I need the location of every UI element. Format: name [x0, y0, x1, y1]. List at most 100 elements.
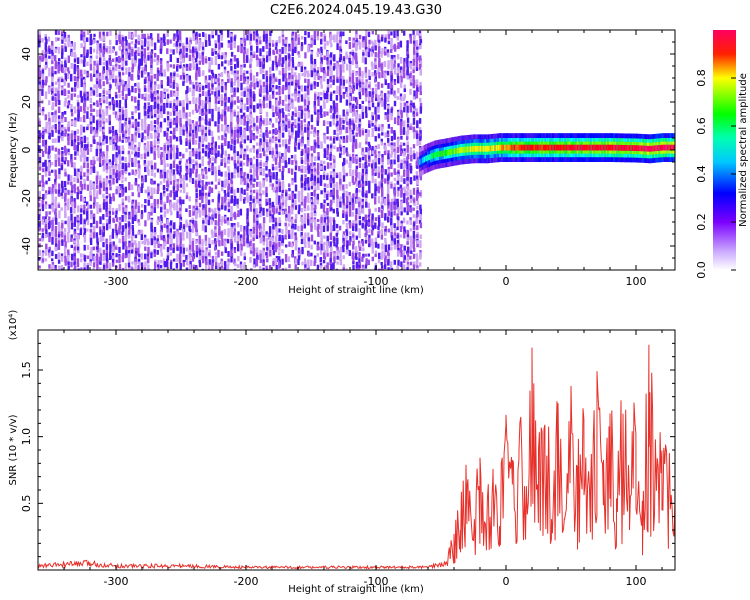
heatmap-cell-3156 — [268, 51, 271, 57]
heatmap-cell-4663 — [377, 127, 380, 132]
heatmap-cell-2733 — [236, 204, 239, 209]
heatmap-cell-1413 — [140, 186, 143, 193]
heatmap-cell-679 — [90, 39, 93, 45]
heatmap-cell-1693 — [159, 246, 163, 253]
heatmap-cell-3781 — [313, 109, 317, 113]
heatmap-cell-1800 — [170, 147, 173, 151]
heatmap-cell-691 — [90, 112, 93, 117]
heatmap-cell-2043 — [188, 45, 191, 51]
heatmap-cell-120 — [44, 234, 48, 238]
heatmap-cell-1105 — [118, 157, 122, 165]
heatmap-cell-416 — [67, 205, 70, 211]
heatmap-cell-3471 — [291, 63, 295, 69]
heatmap-cell-4350 — [355, 99, 359, 106]
heatmap-cell-3168 — [268, 130, 272, 134]
heatmap-cell-4305 — [351, 120, 355, 125]
heatmap-cell-2916 — [249, 231, 253, 238]
heatmap-cell-805 — [99, 37, 102, 41]
heatmap-cell-2140 — [194, 103, 198, 111]
heatmap-cell-1361 — [138, 93, 141, 99]
heatmap-cell-3509 — [294, 37, 297, 41]
heatmap-cell-2938 — [253, 135, 256, 141]
heatmap-cell-3068 — [262, 73, 265, 80]
heatmap-cell-4976 — [400, 175, 403, 183]
heatmap-cell-4633 — [374, 196, 377, 205]
heatmap-cell-2606 — [227, 258, 230, 263]
heatmap-cell-2740 — [237, 244, 240, 252]
heatmap-cell-2734 — [237, 210, 240, 218]
heatmap-cell-3384 — [284, 60, 288, 69]
heatmap-cell-3527 — [295, 130, 298, 139]
heatmap-cell-1312 — [134, 60, 137, 67]
heatmap-cell-574 — [79, 156, 83, 162]
heatmap-cell-3696 — [306, 153, 310, 162]
heatmap-cell-266 — [57, 84, 61, 89]
heatmap-cell-3266 — [275, 171, 278, 176]
heatmap-cell-2276 — [205, 79, 208, 87]
heatmap-cell-2291 — [205, 144, 208, 151]
heatmap-cell-4448 — [361, 130, 365, 136]
heatmap-cell-28 — [38, 166, 42, 171]
heatmap-cell-2017 — [185, 126, 188, 132]
heatmap-cell-1776 — [166, 240, 169, 245]
heatmap-cell-445 — [70, 154, 73, 162]
heatmap-cell-344 — [60, 264, 64, 270]
heatmap-cell-3671 — [304, 261, 307, 265]
heatmap-cell-195 — [51, 193, 54, 201]
heatmap-cell-3132 — [265, 177, 268, 182]
heatmap-cell-3116 — [265, 111, 269, 118]
heatmap-cell-1347 — [134, 261, 137, 270]
heatmap-cell-4856 — [390, 222, 393, 227]
heatmap-cell-1210 — [124, 228, 128, 237]
heatmap-cell-3841 — [317, 177, 320, 185]
heatmap-cell-2068 — [188, 196, 191, 202]
heatmap-cell-1101 — [118, 136, 121, 142]
heatmap-cell-2114 — [192, 211, 195, 216]
heatmap-cell-3399 — [285, 144, 288, 152]
heatmap-cell-1620 — [156, 99, 160, 107]
heatmap-cell-3761 — [310, 234, 314, 242]
heatmap-cell-1319 — [134, 120, 137, 128]
heatmap-cell-4803 — [387, 187, 390, 193]
heatmap-cell-4498 — [364, 154, 367, 161]
heatmap-cell-4647 — [378, 46, 381, 54]
heatmap-cell-589 — [80, 253, 83, 258]
heatmap-cell-2596 — [227, 192, 230, 198]
heatmap-cell-4520 — [365, 262, 368, 266]
heatmap-cell-2370 — [211, 84, 214, 88]
heatmap-cell-2362 — [211, 48, 214, 56]
heatmap-cell-4572 — [371, 94, 374, 103]
heatmap-cell-3134 — [265, 193, 268, 198]
heatmap-cell-1735 — [166, 30, 169, 37]
heatmap-cell-2661 — [230, 256, 233, 263]
heatmap-cell-1220 — [128, 49, 131, 55]
heatmap-cell-4723 — [381, 222, 384, 229]
heatmap-cell-1560 — [150, 252, 153, 259]
heatmap-cell-111 — [44, 193, 47, 199]
heatmap-cell-2046 — [189, 63, 192, 68]
heatmap-cell-3464 — [291, 33, 294, 37]
heatmap-cell-4902 — [393, 238, 396, 245]
heatmap-cell-4742 — [384, 81, 387, 85]
heatmap-cell-4151 — [339, 180, 342, 188]
heatmap-cell-2957 — [252, 226, 255, 234]
heatmap-cell-4390 — [358, 73, 361, 77]
heatmap-cell-3002 — [255, 229, 259, 236]
heatmap-cell-4136 — [339, 96, 342, 103]
heatmap-cell-4333 — [352, 265, 355, 270]
heatmap-cell-1374 — [138, 168, 141, 176]
heatmap-cell-3447 — [287, 168, 291, 174]
chart-title: C2E6.2024.045.19.43.G30 — [270, 3, 442, 18]
heatmap-cell-3493 — [291, 192, 294, 200]
heatmap-cell-2233 — [201, 72, 205, 76]
heatmap-cell-1595 — [153, 226, 157, 235]
heatmap-cell-1919 — [179, 48, 182, 54]
heatmap-cell-1168 — [121, 231, 124, 235]
heatmap-cell-1429 — [144, 58, 147, 65]
heatmap-cell-2396 — [211, 255, 215, 261]
heatmap-cell-2142 — [195, 121, 198, 127]
heatmap-cell-2601 — [227, 220, 230, 226]
heatmap-cell-4047 — [332, 118, 335, 123]
heatmap-cell-2626 — [230, 105, 233, 109]
heatmap-cell-810 — [98, 72, 102, 79]
